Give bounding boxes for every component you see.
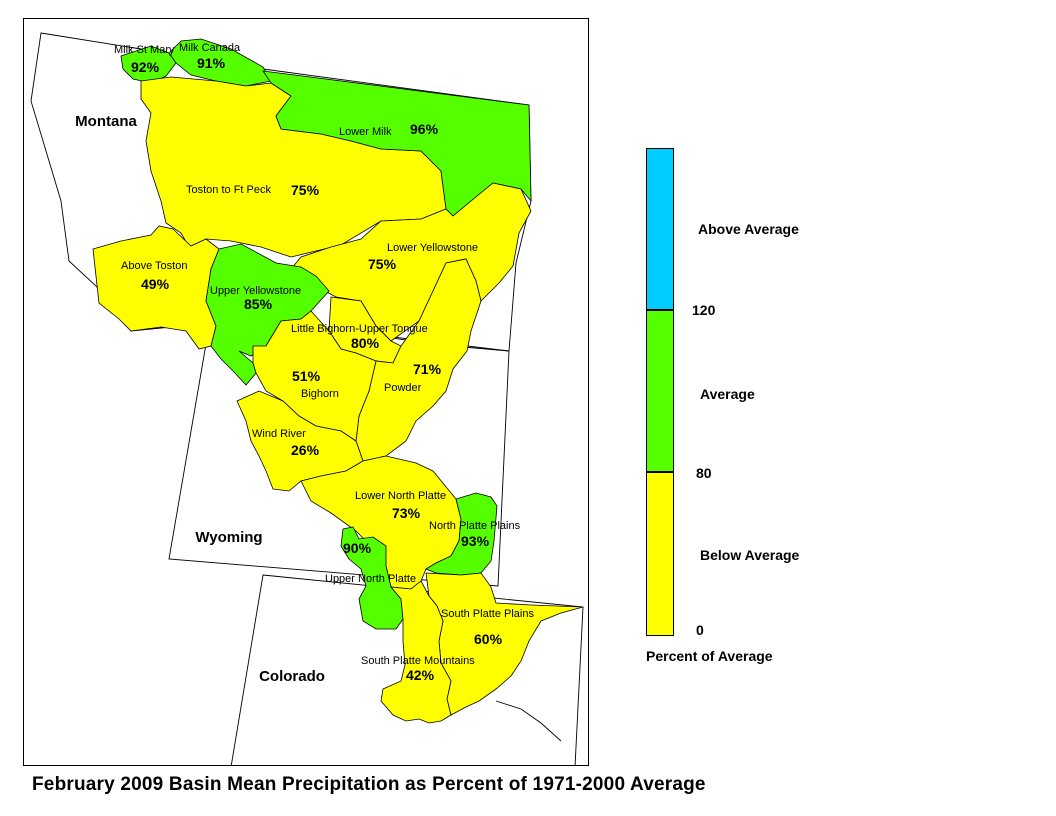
- lake-boundary: [495, 700, 562, 742]
- basin-pct: 91%: [197, 55, 226, 71]
- basin-name: Little Bighorn-Upper Tongue: [291, 323, 428, 335]
- basin-name: Upper Yellowstone: [210, 285, 301, 297]
- basin-name: South Platte Mountains: [361, 655, 475, 667]
- basin-pct: 42%: [406, 667, 435, 683]
- basin-pct: 60%: [474, 631, 503, 647]
- basin-name: Bighorn: [301, 388, 339, 400]
- basin-pct: 85%: [244, 296, 273, 312]
- basin-milk-st-mary[interactable]: [120, 45, 177, 84]
- basin-upper-yellowstone[interactable]: [205, 243, 330, 386]
- basin-upper-north-platte[interactable]: [340, 526, 404, 630]
- basin-name: Powder: [384, 382, 422, 394]
- basin-bighorn[interactable]: [252, 310, 377, 442]
- map-legend: Above Average 120 Average 80 Below Avera…: [640, 140, 860, 680]
- legend-break-0: 0: [696, 622, 704, 638]
- basin-name: North Platte Plains: [429, 520, 521, 532]
- basin-pct: 75%: [291, 182, 320, 198]
- basin-name: Wind River: [252, 428, 306, 440]
- legend-swatch-average: [646, 310, 674, 472]
- state-label-montana: Montana: [75, 113, 137, 130]
- state-label-colorado: Colorado: [259, 668, 325, 685]
- legend-label-average: Average: [700, 386, 755, 402]
- basin-name: Milk Canada: [179, 42, 241, 54]
- basin-pct: 96%: [410, 121, 439, 137]
- legend-label-above: Above Average: [698, 221, 799, 237]
- basin-pct: 26%: [291, 442, 320, 458]
- basin-pct: 80%: [351, 335, 380, 351]
- basin-name: Toston to Ft Peck: [186, 184, 271, 196]
- map-panel: Montana Wyoming Colorado Milk St Mary 92…: [23, 18, 589, 766]
- legend-break-80: 80: [696, 465, 712, 481]
- basin-map: Montana Wyoming Colorado Milk St Mary 92…: [30, 32, 584, 765]
- basin-south-platte-mountains[interactable]: [380, 580, 452, 724]
- legend-title: Percent of Average: [646, 648, 773, 664]
- legend-swatch-above: [646, 148, 674, 310]
- basin-pct: 93%: [461, 533, 490, 549]
- legend-swatch-below: [646, 472, 674, 636]
- basin-name: Lower Milk: [339, 126, 392, 138]
- basin-pct: 71%: [413, 361, 442, 377]
- legend-label-below: Below Average: [700, 547, 800, 563]
- basin-pct: 51%: [292, 368, 321, 384]
- basin-name: Lower North Platte: [355, 490, 446, 502]
- legend-break-120: 120: [692, 302, 716, 318]
- map-title: February 2009 Basin Mean Precipitation a…: [32, 774, 706, 795]
- state-label-wyoming: Wyoming: [195, 529, 262, 546]
- basin-name: Upper North Platte: [325, 573, 416, 585]
- basin-pct: 75%: [368, 256, 397, 272]
- basin-lower-milk[interactable]: [262, 70, 532, 217]
- basin-name: South Platte Plains: [441, 608, 534, 620]
- basin-pct: 73%: [392, 505, 421, 521]
- basin-south-platte-plains[interactable]: [425, 572, 584, 716]
- basin-pct: 92%: [131, 59, 160, 75]
- basin-pct: 49%: [141, 276, 170, 292]
- basin-name: Above Toston: [121, 260, 187, 272]
- basin-pct: 90%: [343, 540, 372, 556]
- basin-name: Lower Yellowstone: [387, 242, 478, 254]
- basin-name: Milk St Mary: [114, 44, 175, 56]
